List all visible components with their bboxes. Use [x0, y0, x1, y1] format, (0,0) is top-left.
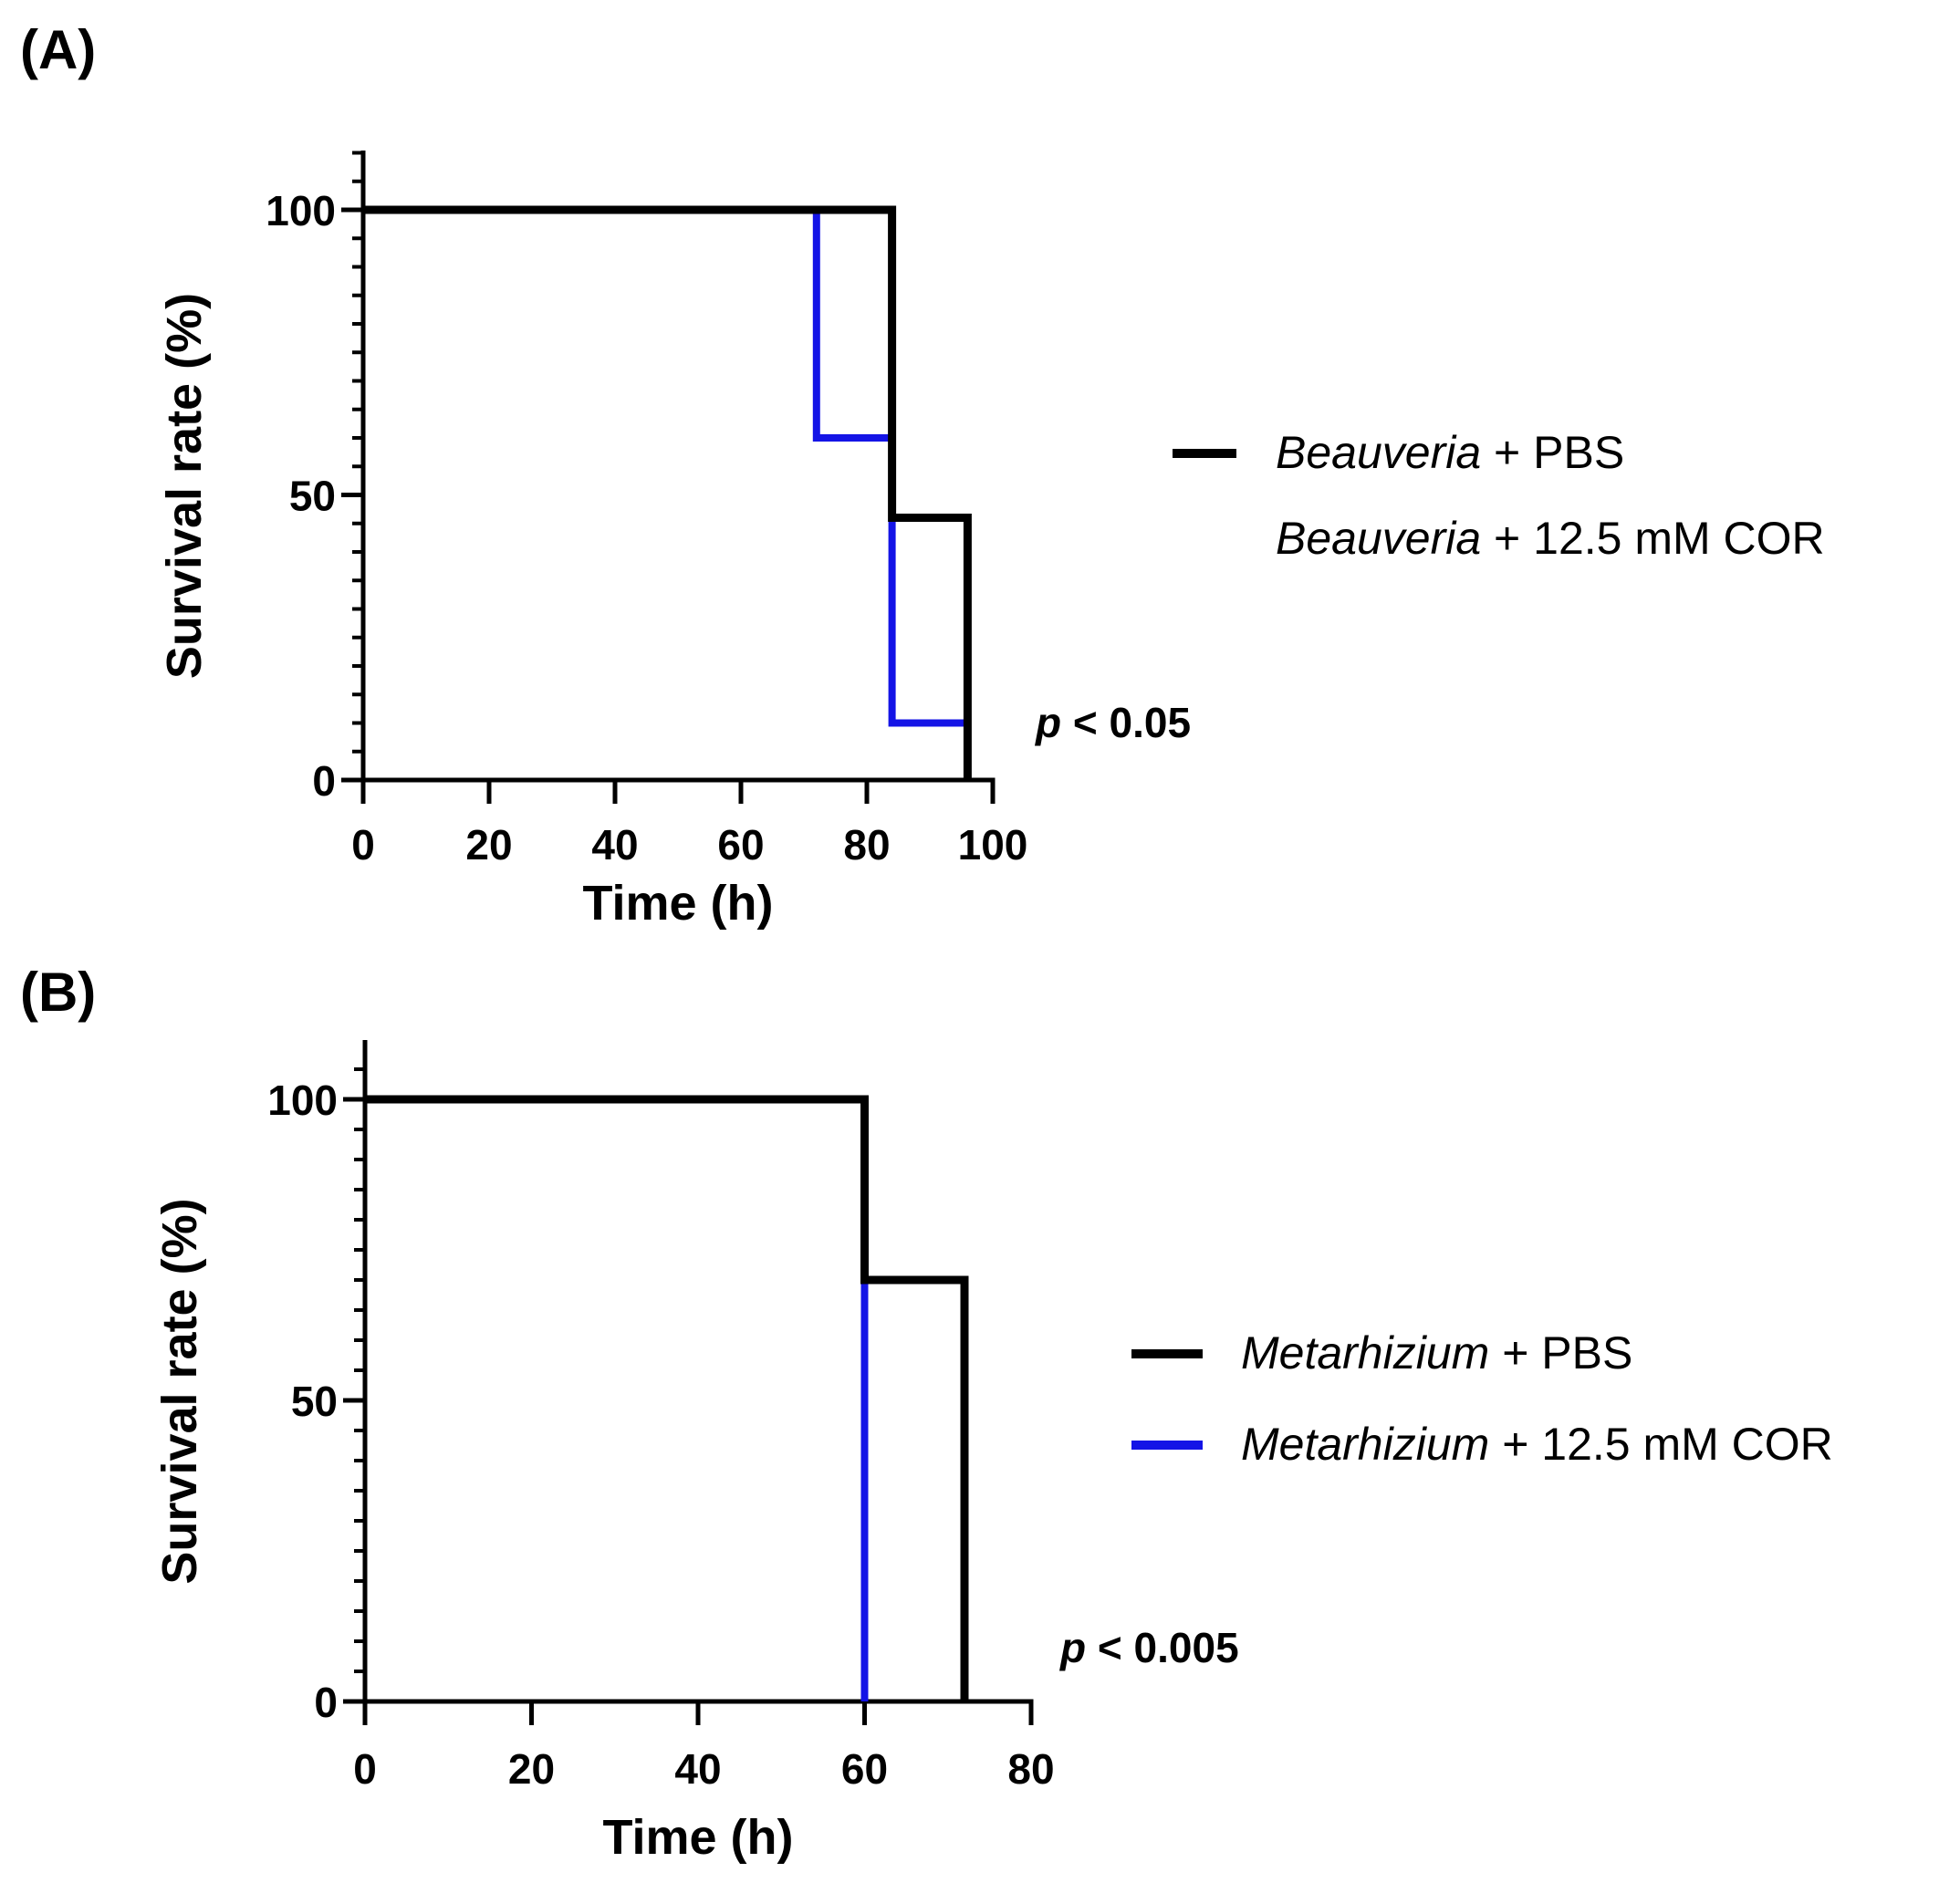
x-axis-title: Time (h)	[582, 876, 773, 931]
y-tick-label: 100	[267, 1077, 338, 1124]
y-tick-label: 0	[312, 757, 336, 805]
panel-label: (A)	[20, 19, 96, 80]
y-axis-title: Survival rate (%)	[152, 1198, 207, 1584]
series-line-cor	[365, 1096, 869, 1701]
y-axis-title: Survival rate (%)	[157, 293, 212, 679]
panel-b-survival-chart: (B) 0 50 100 0 20 40 60 80 Time (h) Survival rate …	[20, 962, 1833, 1865]
legend-label: Beauveria + PBS	[1276, 427, 1624, 478]
x-tick-label: 80	[1007, 1745, 1054, 1793]
x-tick-label: 40	[674, 1745, 721, 1793]
x-tick-label: 0	[353, 1745, 377, 1793]
x-tick-label: 80	[843, 821, 890, 869]
legend-label: Metarhizium + 12.5 mM COR	[1241, 1419, 1833, 1470]
series-line-pbs	[365, 1095, 969, 1701]
y-tick-label: 0	[314, 1679, 338, 1726]
x-tick-label: 20	[465, 821, 512, 869]
x-tick-label: 20	[508, 1745, 555, 1793]
panel-a-survival-chart: (A) 0 50 100 0 20 40 60 80 100 Time (h) Survival ra…	[20, 19, 1825, 931]
x-tick-label: 100	[958, 821, 1028, 869]
legend-label: Beauveria + 12.5 mM COR	[1276, 513, 1825, 564]
y-tick-label: 100	[266, 187, 336, 234]
p-value-annotation: p < 0.005	[1058, 1624, 1239, 1671]
p-value-annotation: p < 0.05	[1034, 699, 1191, 746]
legend-label: Metarhizium + PBS	[1241, 1327, 1632, 1378]
x-tick-label: 40	[591, 821, 638, 869]
y-tick-label: 50	[289, 473, 336, 520]
panel-label: (B)	[20, 962, 96, 1023]
x-tick-label: 60	[717, 821, 764, 869]
x-tick-label: 0	[351, 821, 375, 869]
series-line-pbs	[363, 205, 972, 780]
x-tick-label: 60	[841, 1745, 888, 1793]
x-axis-title: Time (h)	[602, 1810, 793, 1865]
series-line-cor	[363, 206, 968, 727]
y-tick-label: 50	[291, 1378, 338, 1425]
